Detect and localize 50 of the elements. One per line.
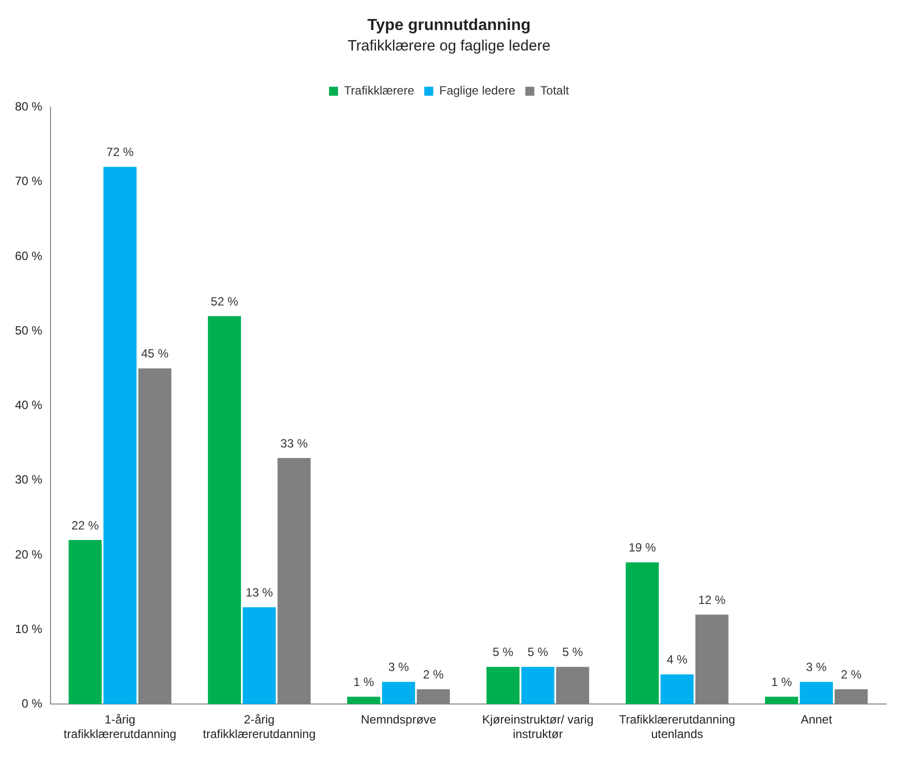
data-label: 52 %	[210, 294, 238, 308]
data-label: 13 %	[246, 586, 274, 600]
y-tick-label: 10 %	[14, 622, 43, 636]
bar	[626, 562, 659, 704]
data-label: 3 %	[806, 660, 828, 674]
data-label: 33 %	[280, 436, 308, 450]
data-label: 22 %	[71, 518, 100, 532]
bar	[660, 674, 694, 704]
bar	[521, 666, 554, 704]
chart-subtitle: Trafikklærere og faglige ledere	[348, 37, 550, 54]
data-label: 1 %	[771, 675, 792, 690]
data-label: 5 %	[527, 645, 548, 660]
data-label: 2 %	[423, 668, 444, 682]
y-tick-label: 80 %	[14, 100, 43, 114]
legend-label: Totalt	[540, 84, 570, 98]
bar	[800, 682, 833, 704]
bar	[68, 540, 102, 704]
y-tick-label: 40 %	[14, 398, 43, 412]
y-tick-label: 20 %	[14, 547, 43, 562]
legend-label: Faglige ledere	[439, 84, 516, 98]
data-label: 19 %	[628, 540, 656, 555]
data-label: 12 %	[698, 592, 726, 607]
data-label: 45 %	[141, 346, 169, 361]
x-tick-label: 1-årig trafikklærerutdanning	[64, 712, 176, 742]
bar	[347, 696, 380, 704]
y-tick-label: 60 %	[14, 248, 43, 263]
x-tick-label: Nemndsprøve	[360, 712, 437, 727]
y-tick-label: 70 %	[14, 174, 43, 188]
data-label: 5 %	[492, 645, 514, 660]
bar	[103, 166, 137, 704]
x-tick-label: Trafikklærerutdanning utenlands	[618, 712, 736, 742]
bar	[242, 607, 276, 704]
data-label: 4 %	[666, 652, 688, 667]
chart-title: Type grunnutdanning	[367, 17, 531, 34]
bar	[208, 316, 241, 704]
x-tick-label: 2-årig trafikklærerutdanning	[202, 712, 316, 742]
y-tick-label: 50 %	[14, 323, 43, 338]
data-label: 3 %	[388, 660, 410, 674]
bar	[765, 696, 798, 704]
bar	[382, 682, 416, 704]
legend-label: Trafikklærere	[344, 84, 415, 98]
y-tick-label: 0 %	[22, 696, 43, 711]
bar	[486, 666, 520, 704]
x-tick-label: Annet	[800, 712, 833, 727]
x-tick-label: Kjøreinstruktør/ varig instruktør	[482, 712, 594, 742]
data-label: 1 %	[353, 675, 374, 690]
y-tick-label: 30 %	[14, 472, 43, 487]
data-label: 5 %	[562, 645, 584, 660]
data-label: 72 %	[106, 145, 134, 160]
data-label: 2 %	[840, 668, 862, 682]
